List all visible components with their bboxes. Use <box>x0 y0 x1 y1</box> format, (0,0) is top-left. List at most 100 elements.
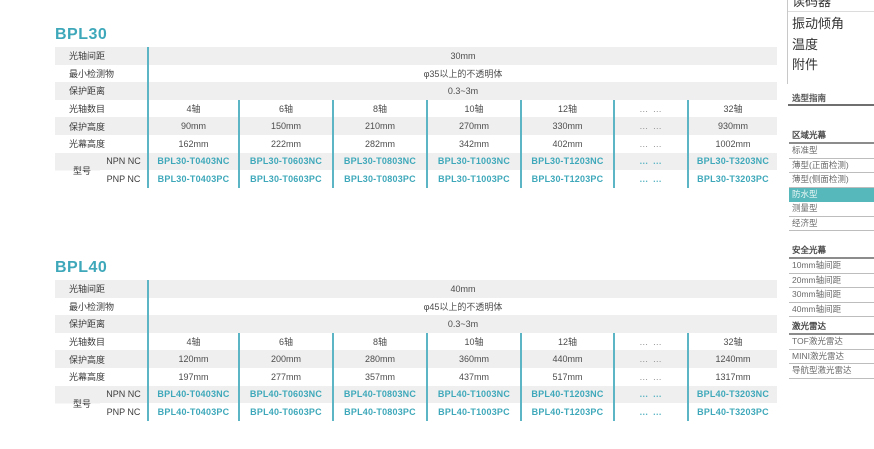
sidebar-top-divider <box>788 11 874 12</box>
model-cell[interactable]: BPL30-T3203PC <box>687 170 777 188</box>
row-label-distance: 保护距离 <box>55 82 147 100</box>
sidebar-item-vibration-tilt[interactable]: 振动倾角 <box>792 16 845 31</box>
section-heading-laser-radar[interactable]: 激光雷达 <box>789 320 874 335</box>
spec-cell: 12轴 <box>520 332 613 351</box>
model-cell[interactable]: BPL40-T3203NC <box>687 385 777 404</box>
spec-cell: 32轴 <box>687 332 777 351</box>
model-cell[interactable]: BPL40-T0603NC <box>238 385 332 404</box>
sidebar-item-thin-front-detect[interactable]: 薄型(正面检测) <box>789 159 874 173</box>
model-cell[interactable]: BPL30-T0403NC <box>147 152 238 171</box>
spec-cell: 402mm <box>520 134 613 153</box>
spec-cell: 277mm <box>238 367 332 386</box>
row-sublabel-pnp: PNP NC <box>106 406 141 417</box>
spec-cell: 6轴 <box>238 332 332 351</box>
row-label-curtain-height: 光幕高度 <box>69 372 106 383</box>
spec-cell: 162mm <box>147 134 238 153</box>
spec-cell: 930mm <box>687 117 777 135</box>
section-heading-safety-light-curtain[interactable]: 安全光幕 <box>789 244 874 259</box>
model-cell[interactable]: BPL40-T0803NC <box>332 385 426 404</box>
row-label-distance: 保护距离 <box>55 315 147 333</box>
model-cell[interactable]: BPL30-T0803NC <box>332 152 426 171</box>
row-sublabel-npn: NPN NC <box>100 152 147 171</box>
sidebar-item-thin-side-detect[interactable]: 薄型(侧面检测) <box>789 173 874 188</box>
sidebar-item-standard-type[interactable]: 标准型 <box>789 144 874 159</box>
row-label-min-object: 最小检测物 <box>69 301 115 312</box>
section-heading-area-light-curtain[interactable]: 区域光幕 <box>789 129 874 144</box>
spec-cell: 200mm <box>238 350 332 368</box>
model-cell[interactable]: BPL30-T0603NC <box>238 152 332 171</box>
model-cell[interactable]: BPL30-T3203NC <box>687 152 777 171</box>
sidebar-item-temperature[interactable]: 温度 <box>792 37 819 52</box>
ellipsis-cell: … … <box>613 134 687 153</box>
model-cell[interactable]: BPL40-T3203PC <box>687 403 777 421</box>
row-label-axes: 光轴数目 <box>69 337 106 348</box>
ellipsis-cell: … … <box>613 385 687 404</box>
model-cell[interactable]: BPL30-T1203PC <box>520 170 613 188</box>
sidebar-item-mini-laser-radar[interactable]: MINI激光雷达 <box>789 350 874 364</box>
sidebar-item-nav-laser-radar[interactable]: 导航型激光雷达 <box>789 364 874 379</box>
sidebar-item-waterproof-type-active[interactable]: 防水型 <box>789 187 874 202</box>
sidebar-item-accessories[interactable]: 附件 <box>792 57 819 72</box>
model-cell[interactable]: BPL30-T1003PC <box>426 170 520 188</box>
ellipsis-cell: … … <box>613 350 687 368</box>
model-cell[interactable]: BPL40-T1203PC <box>520 403 613 421</box>
sidebar-item-measuring-type[interactable]: 测量型 <box>789 202 874 217</box>
row-label-protect-height: 保护高度 <box>55 350 147 368</box>
model-cell[interactable]: BPL30-T0803PC <box>332 170 426 188</box>
spec-cell: 12轴 <box>520 99 613 118</box>
spec-cell: 150mm <box>238 117 332 135</box>
sidebar-item-selection-guide[interactable]: 选型指南 <box>792 93 827 103</box>
ellipsis-cell: … … <box>613 117 687 135</box>
row-label-pitch: 光轴间距 <box>55 47 147 65</box>
sidebar-item-10mm-pitch[interactable]: 10mm轴间距 <box>789 259 874 274</box>
spec-cell: 210mm <box>332 117 426 135</box>
spec-cell: 8轴 <box>332 99 426 118</box>
spec-cell: 120mm <box>147 350 238 368</box>
row-label-min-object: 最小检测物 <box>69 68 115 79</box>
row-sublabel-pnp: PNP NC <box>106 173 141 184</box>
spec-cell: 330mm <box>520 117 613 135</box>
sidebar-item-40mm-pitch[interactable]: 40mm轴间距 <box>789 303 874 317</box>
spec-cell: 10轴 <box>426 332 520 351</box>
spec-cell: 90mm <box>147 117 238 135</box>
model-cell[interactable]: BPL40-T0603PC <box>238 403 332 421</box>
model-cell[interactable]: BPL30-T0403PC <box>147 170 238 188</box>
bpl40-spec-table: 光轴间距 40mm 最小检测物 φ45以上的不透明体 保护距离 0.3~3m 光… <box>55 280 777 421</box>
spec-cell: 10轴 <box>426 99 520 118</box>
sidebar-item-code-reader[interactable]: 读码器 <box>792 0 832 9</box>
spec-cell: 197mm <box>147 367 238 386</box>
spec-cell: 4轴 <box>147 332 238 351</box>
ellipsis-cell: … … <box>613 367 687 386</box>
model-cell[interactable]: BPL40-T0403PC <box>147 403 238 421</box>
sidebar-item-economy-type[interactable]: 经济型 <box>789 217 874 231</box>
spec-cell: 1240mm <box>687 350 777 368</box>
ellipsis-cell: … … <box>613 99 687 118</box>
row-label-model: 型号 <box>55 152 100 188</box>
spec-cell: 1002mm <box>687 134 777 153</box>
selection-guide-underline <box>788 104 874 106</box>
model-cell[interactable]: BPL30-T0603PC <box>238 170 332 188</box>
spec-cell: 437mm <box>426 367 520 386</box>
model-cell[interactable]: BPL40-T1203NC <box>520 385 613 404</box>
model-cell[interactable]: BPL30-T1203NC <box>520 152 613 171</box>
sidebar-section-safety-light-curtain: 安全光幕 10mm轴间距 20mm轴间距 30mm轴间距 40mm轴间距 <box>789 244 874 317</box>
spec-cell: 222mm <box>238 134 332 153</box>
sidebar-item-20mm-pitch[interactable]: 20mm轴间距 <box>789 274 874 288</box>
spec-cell: 270mm <box>426 117 520 135</box>
model-cell[interactable]: BPL30-T1003NC <box>426 152 520 171</box>
model-cell[interactable]: BPL40-T0403NC <box>147 385 238 404</box>
model-cell[interactable]: BPL40-T0803PC <box>332 403 426 421</box>
spec-cell-pitch: 40mm <box>147 280 777 298</box>
sidebar-item-30mm-pitch[interactable]: 30mm轴间距 <box>789 288 874 303</box>
bpl40-title: BPL40 <box>55 259 108 276</box>
row-label-pitch: 光轴间距 <box>55 280 147 298</box>
model-cell[interactable]: BPL40-T1003PC <box>426 403 520 421</box>
model-cell[interactable]: BPL40-T1003NC <box>426 385 520 404</box>
spec-cell: 342mm <box>426 134 520 153</box>
row-label-protect-height: 保护高度 <box>55 117 147 135</box>
spec-cell: 1317mm <box>687 367 777 386</box>
sidebar-item-tof-laser-radar[interactable]: TOF激光雷达 <box>789 335 874 350</box>
sidebar-nav: 读码器 振动倾角 温度 附件 选型指南 区域光幕 标准型 薄型(正面检测) 薄型… <box>787 0 874 449</box>
bpl30-section: BPL30 光轴间距 30mm 最小检测物 φ35以上的不透明体 保护距离 0.… <box>55 25 777 188</box>
